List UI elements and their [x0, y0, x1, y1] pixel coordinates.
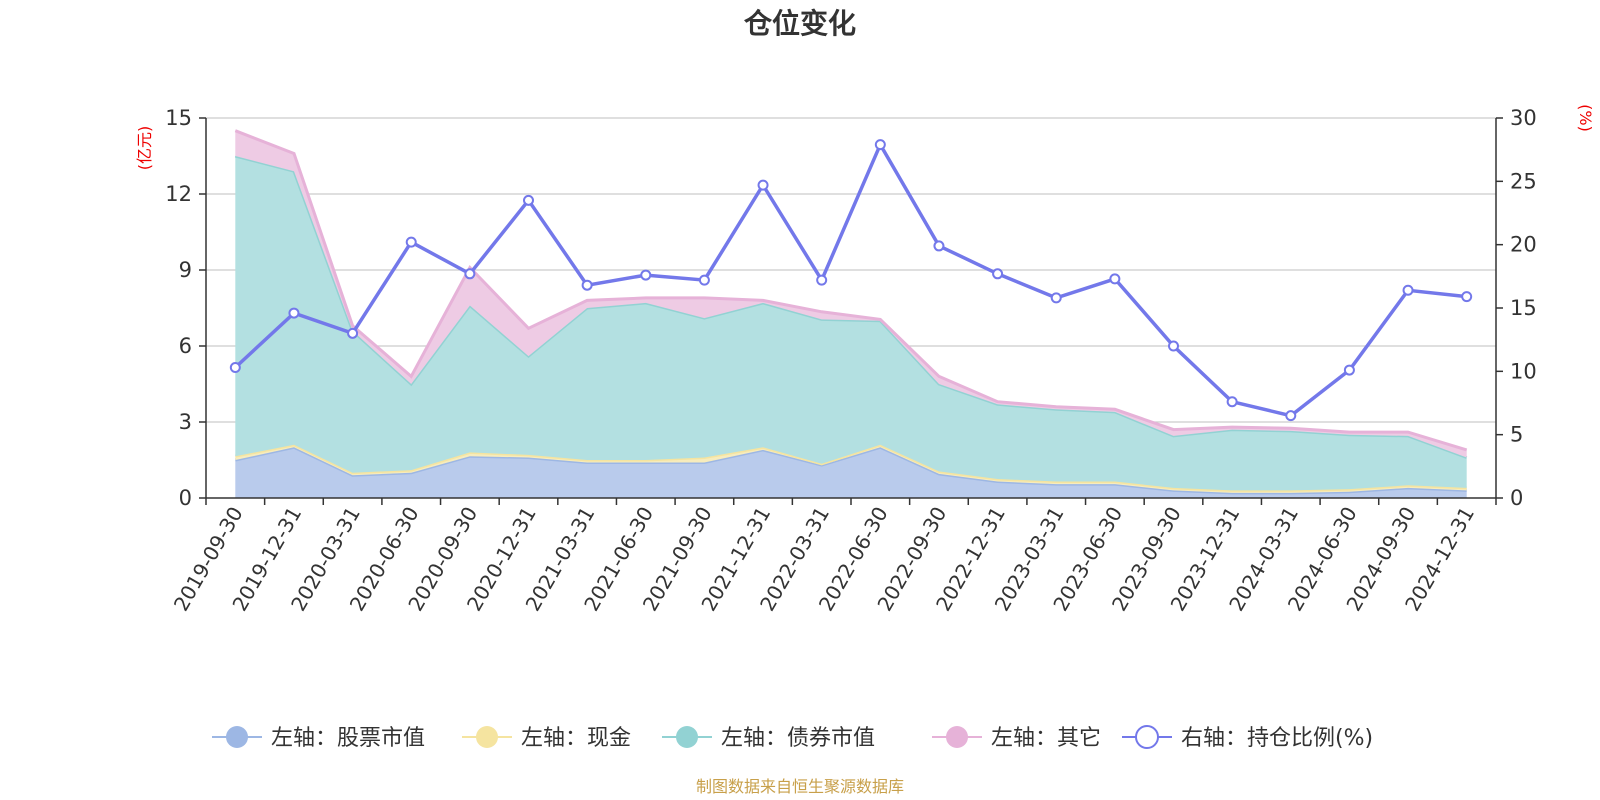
left-tick-label: 9	[179, 258, 192, 282]
ratio-point	[288, 307, 300, 319]
ratio-point	[816, 274, 828, 286]
right-tick-label: 15	[1510, 296, 1537, 320]
ratio-point	[1168, 340, 1179, 352]
ratio-line	[234, 140, 1467, 418]
ratio-point	[1226, 396, 1238, 408]
left-tick-label: 15	[165, 106, 192, 130]
legend: 左轴：股票市值 左轴：现金 左轴：债券市值 左轴：其它 右轴：持仓比例(%)	[212, 725, 1373, 751]
left-axis-unit: (亿元)	[135, 126, 154, 171]
legend-item-3[interactable]: 左轴：债券市值	[662, 726, 875, 751]
right-tick-label: 5	[1510, 423, 1523, 447]
legend-marker	[946, 726, 968, 748]
legend-label: 左轴：现金	[521, 726, 631, 751]
chart-title: 仓位变化	[744, 7, 856, 40]
legend-label: 左轴：其它	[991, 726, 1101, 751]
right-tick-label: 20	[1510, 233, 1537, 257]
left-tick-label: 6	[179, 334, 192, 358]
legend-marker	[1135, 725, 1159, 749]
ratio-point	[405, 236, 417, 248]
ratio-point	[1285, 410, 1297, 422]
ratio-point	[1461, 291, 1473, 303]
left-tick-label: 12	[165, 182, 192, 206]
legend-item-2[interactable]: 左轴：现金	[462, 726, 631, 751]
ratio-point	[1343, 364, 1355, 376]
legend-marker	[476, 726, 498, 748]
legend-item-5[interactable]: 右轴：持仓比例(%)	[1122, 725, 1373, 751]
legend-label: 左轴：股票市值	[271, 726, 425, 751]
data-source-note: 制图数据来自恒生聚源数据库	[696, 777, 904, 796]
ratio-point	[347, 327, 359, 339]
ratio-point	[698, 274, 710, 286]
right-tick-label: 30	[1510, 106, 1537, 130]
ratio-point	[1050, 292, 1062, 304]
left-tick-label: 3	[179, 410, 192, 434]
ratio-point	[933, 240, 945, 252]
right-tick-label: 25	[1510, 169, 1537, 193]
right-axis-unit: (%)	[1576, 104, 1595, 132]
ratio-line-layer	[229, 139, 1473, 422]
grid-lines	[206, 117, 1496, 423]
legend-marker	[226, 726, 248, 748]
area-edge-series-4	[234, 129, 1468, 452]
ratio-point	[992, 268, 1004, 280]
ratio-point	[1402, 284, 1414, 296]
ratio-point	[1109, 273, 1121, 285]
right-tick-label: 0	[1510, 486, 1523, 510]
legend-item-1[interactable]: 左轴：股票市值	[212, 726, 425, 751]
ratio-point	[464, 268, 476, 280]
legend-item-4[interactable]: 左轴：其它	[932, 726, 1101, 751]
ratio-point	[757, 179, 769, 191]
legend-label: 右轴：持仓比例(%)	[1181, 726, 1373, 751]
left-tick-label: 0	[179, 486, 192, 510]
stacked-areas	[234, 129, 1468, 498]
ratio-point	[229, 362, 241, 374]
ratio-point	[874, 139, 886, 151]
area-series-3	[235, 156, 1467, 491]
ratio-point	[640, 269, 652, 281]
ratio-point	[523, 194, 534, 206]
ratio-point	[581, 279, 593, 291]
legend-marker	[676, 726, 698, 748]
legend-label: 左轴：债券市值	[721, 726, 875, 751]
right-tick-label: 10	[1510, 359, 1537, 383]
area-series-4	[235, 130, 1467, 458]
